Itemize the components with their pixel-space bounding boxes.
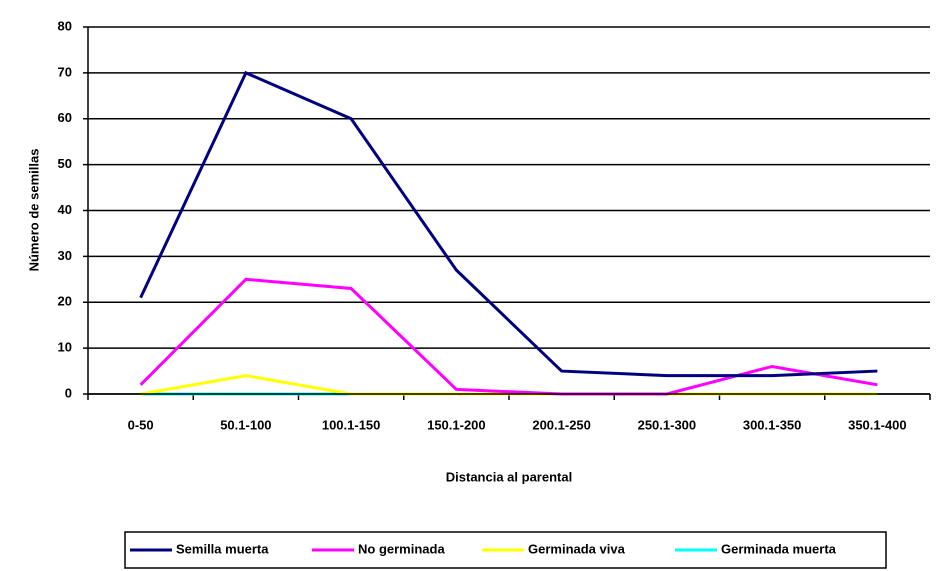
x-tick-label: 0-50 (128, 417, 154, 432)
legend-label: Germinada muerta (721, 541, 837, 556)
y-tick-label: 20 (58, 294, 72, 309)
x-tick-label: 200.1-250 (532, 417, 591, 432)
x-tick-label: 150.1-200 (427, 417, 486, 432)
y-axis-title: Número de semillas (26, 149, 41, 272)
y-tick-label: 70 (58, 64, 72, 79)
series-line (139, 70, 878, 378)
x-tick-label: 350.1-400 (848, 417, 907, 432)
x-tick-label: 300.1-350 (743, 417, 802, 432)
x-tick-label: 250.1-300 (638, 417, 697, 432)
x-tick-label: 50.1-100 (220, 417, 271, 432)
y-tick-label: 10 (58, 340, 72, 355)
legend-box (124, 531, 887, 569)
y-tick-label: 80 (58, 18, 72, 33)
y-tick-label: 40 (58, 202, 72, 217)
y-tick-label: 60 (58, 110, 72, 125)
y-tick-label: 30 (58, 248, 72, 263)
x-tick-label: 100.1-150 (322, 417, 381, 432)
legend-label: Semilla muerta (176, 541, 269, 556)
y-tick-label: 0 (65, 385, 72, 400)
legend-label: Germinada viva (528, 541, 626, 556)
x-axis-title: Distancia al parental (446, 469, 572, 484)
series-line (139, 277, 878, 396)
legend-label: No germinada (358, 541, 445, 556)
y-tick-label: 50 (58, 156, 72, 171)
